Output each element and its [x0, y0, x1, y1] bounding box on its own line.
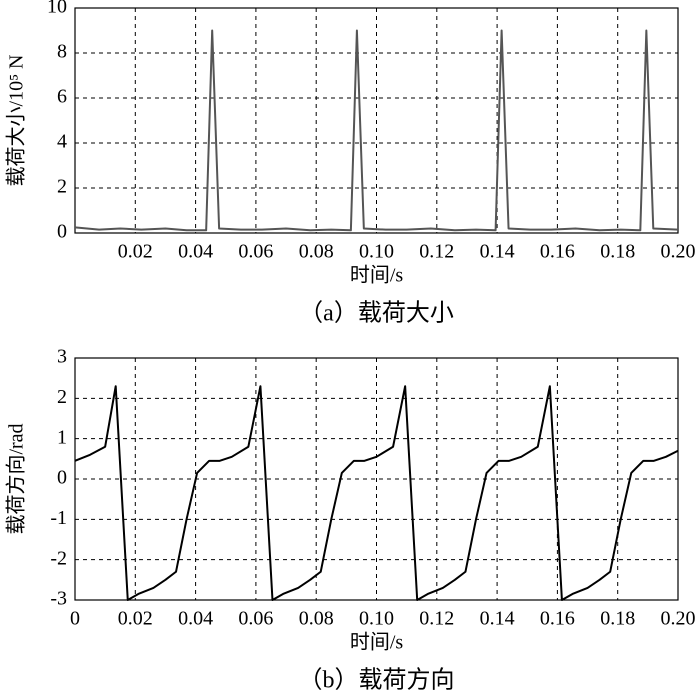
- data-line: [74, 385, 679, 601]
- x-axis-label: 时间/s: [350, 631, 404, 654]
- x-axis-label: 时间/s: [350, 264, 404, 287]
- y-tick-label: 4: [57, 131, 67, 153]
- y-axis-label: 载荷方向/rad: [5, 423, 28, 534]
- y-tick-label: 1: [57, 426, 67, 448]
- x-tick-label: 0.02: [118, 241, 153, 263]
- x-tick-label: 0.18: [600, 241, 635, 263]
- x-tick-label: 0.20: [661, 608, 696, 630]
- x-tick-label: 0.18: [600, 608, 635, 630]
- x-tick-label: 0.10: [359, 241, 394, 263]
- x-tick-label: 0.04: [178, 608, 213, 630]
- x-tick-label: 0.16: [540, 241, 575, 263]
- y-tick-label: 2: [57, 386, 67, 408]
- x-tick-label: 0.08: [299, 241, 334, 263]
- x-tick-label: 0.16: [540, 608, 575, 630]
- x-tick-label: 0.06: [238, 241, 273, 263]
- plot-frame: [74, 7, 679, 234]
- y-tick-label: -1: [50, 507, 67, 529]
- x-tick-label: 0.12: [419, 608, 454, 630]
- plot-frame: [74, 357, 679, 601]
- data-line: [74, 29, 679, 232]
- x-tick-label: 0.20: [661, 241, 696, 263]
- y-tick-label: 0: [57, 221, 67, 243]
- x-tick-label: 0.04: [178, 241, 213, 263]
- y-tick-label: -3: [50, 588, 67, 610]
- x-tick-label: 0.12: [419, 241, 454, 263]
- x-tick-label: 0.14: [480, 241, 515, 263]
- caption: （a）载荷大小: [299, 300, 454, 327]
- y-tick-label: 0: [57, 467, 67, 489]
- x-tick-label: 0: [70, 608, 80, 630]
- y-tick-label: 6: [57, 86, 67, 108]
- y-tick-label: -2: [50, 547, 67, 569]
- x-tick-label: 0.14: [480, 608, 515, 630]
- caption: （b）载荷方向: [299, 667, 455, 694]
- y-axis-label: 载荷大小/10⁵ N: [5, 55, 28, 187]
- y-tick-label: 3: [57, 346, 67, 368]
- x-tick-label: 0.02: [118, 608, 153, 630]
- y-tick-label: 10: [47, 0, 67, 18]
- x-tick-label: 0.08: [299, 608, 334, 630]
- x-tick-label: 0.06: [238, 608, 273, 630]
- x-tick-label: 0.10: [359, 608, 394, 630]
- y-tick-label: 2: [57, 176, 67, 198]
- y-tick-label: 8: [57, 41, 67, 63]
